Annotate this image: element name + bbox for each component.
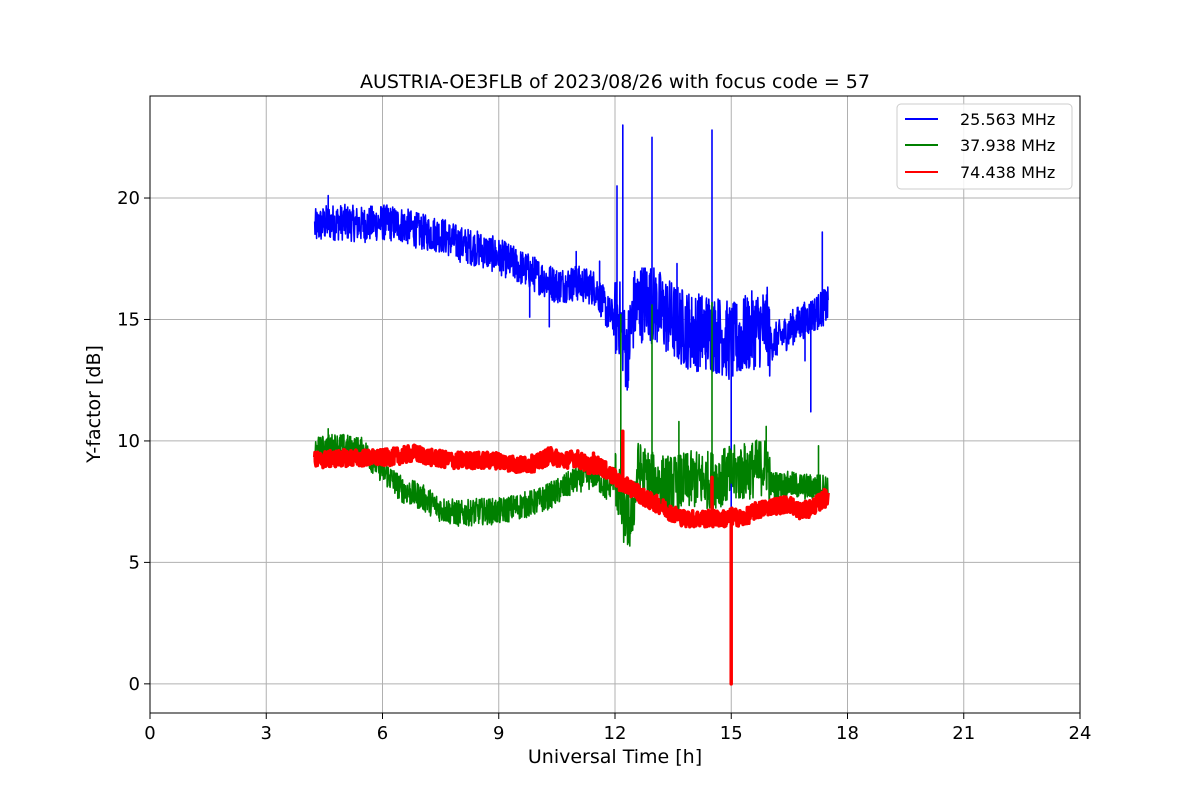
legend-label-37938: 37.938 MHz xyxy=(960,136,1055,155)
legend-box xyxy=(896,103,1073,190)
y-tick-label: 0 xyxy=(129,674,140,695)
legend-label-25563: 25.563 MHz xyxy=(960,110,1055,129)
legend: 25.563 MHz 37.938 MHz 74.438 MHz xyxy=(896,103,1073,190)
series-37-938-MHz xyxy=(313,301,829,547)
x-tick-label: 9 xyxy=(493,723,504,744)
y-tick-label: 20 xyxy=(117,188,140,209)
x-tick-label: 24 xyxy=(1069,723,1092,744)
x-tick-label: 18 xyxy=(836,723,859,744)
chart-title: AUSTRIA-OE3FLB of 2023/08/26 with focus … xyxy=(360,71,870,93)
x-tick-label: 21 xyxy=(952,723,975,744)
x-tick-label: 15 xyxy=(720,723,743,744)
y-tick-label: 5 xyxy=(129,552,140,573)
series-line xyxy=(313,301,829,547)
series-line xyxy=(312,429,830,686)
y-tick-label: 10 xyxy=(117,431,140,452)
x-tick-label: 0 xyxy=(144,723,155,744)
series-25-563-MHz xyxy=(313,124,829,685)
x-tick-label: 12 xyxy=(604,723,627,744)
y-axis-label: Y-factor [dB] xyxy=(83,345,105,464)
x-tick-label: 6 xyxy=(377,723,388,744)
series-74-438-MHz xyxy=(312,429,830,686)
y-axis: 0 5 10 15 20 xyxy=(117,188,150,695)
y-tick-label: 15 xyxy=(117,309,140,330)
x-tick-label: 3 xyxy=(261,723,272,744)
x-axis: 0 3 6 9 12 15 18 21 24 xyxy=(144,713,1091,744)
x-axis-label: Universal Time [h] xyxy=(528,746,702,768)
legend-label-74438: 74.438 MHz xyxy=(960,163,1055,182)
series-layer xyxy=(312,124,830,686)
series-line xyxy=(313,124,829,685)
